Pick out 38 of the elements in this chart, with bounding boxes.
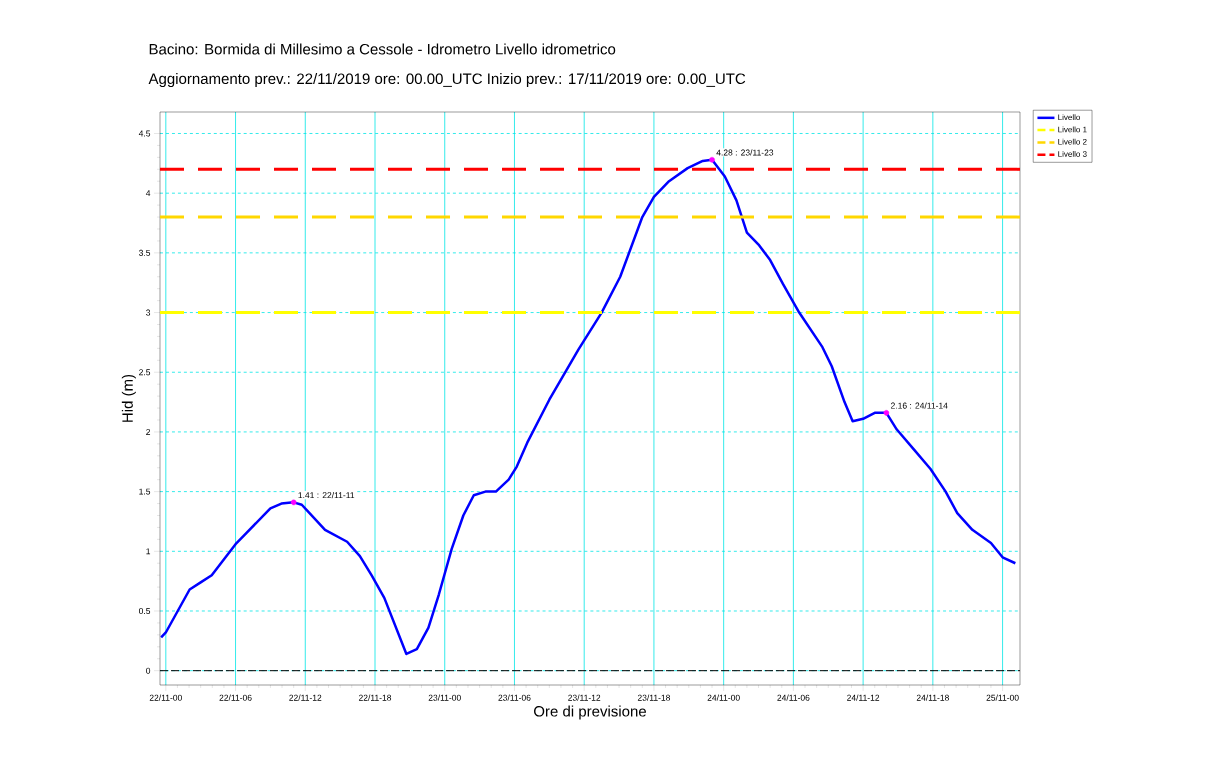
legend-label: Livello 3 <box>1058 151 1087 157</box>
y-tick-label: 1.5 <box>139 488 151 495</box>
y-tick-label: 4.5 <box>138 130 151 137</box>
y-tick-label: 2.5 <box>139 369 151 376</box>
legend-label: Livello 2 <box>1058 138 1087 145</box>
x-tick-label: 23/11-00 <box>428 694 461 701</box>
line-series <box>159 158 1017 656</box>
x-tick-label: 24/11-12 <box>847 694 880 701</box>
y-tick-label: 0.5 <box>138 607 151 614</box>
x-tick-label: 24/11-06 <box>777 694 810 701</box>
y-tick-label: 1 <box>146 548 151 555</box>
x-axis-title: Ore di previsione <box>534 705 646 720</box>
x-tick-label: 22/11-00 <box>149 694 182 701</box>
x-tick-label: 24/11-00 <box>707 694 740 701</box>
x-tick-label: 22/11-18 <box>358 694 392 701</box>
annotation: 4.28 : 23/11-23 <box>716 149 774 156</box>
y-tick-label: 0 <box>146 667 151 674</box>
x-tick-label: 22/11-06 <box>219 694 252 701</box>
x-tick-label: 24/11-18 <box>916 694 949 701</box>
y-tick-label: 3.5 <box>138 249 151 256</box>
annotation: 1.41 : 22/11-11 <box>298 491 355 499</box>
x-tick-label: 23/11-12 <box>568 694 601 701</box>
x-tick-label: 23/11-18 <box>637 694 671 701</box>
point <box>883 410 890 416</box>
legend-label: Livello <box>1058 114 1081 121</box>
y-tick-label: 3 <box>146 309 151 316</box>
chart-title: Bacino: Bormida di Millesimo a Cessole - Idrometro Livello idrometrico <box>149 43 616 55</box>
x-tick-label: 25/11-00 <box>986 694 1019 701</box>
y-tick-label: 2 <box>146 428 151 435</box>
legend-label: Livello 1 <box>1058 126 1087 133</box>
chart-subtitle: Aggiornamento prev.: 22/11/2019 ore: 00.00_UTC Inizio prev.: 17/11/2019 ore: 0.00_UTC <box>148 73 746 87</box>
x-tick-label: 23/11-06 <box>498 694 531 701</box>
annotation: 2.16 : 24/11-14 <box>890 402 948 409</box>
point <box>290 499 297 506</box>
point <box>709 156 715 163</box>
x-tick-label: 22/11-12 <box>289 694 322 701</box>
y-tick-label: 4 <box>145 190 151 197</box>
y-axis-title: Hid (m) <box>121 374 136 422</box>
